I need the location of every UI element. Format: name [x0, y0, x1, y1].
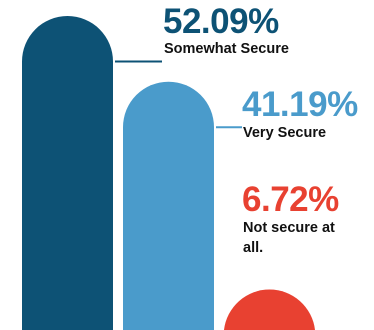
value-label-somewhat-secure: 52.09%	[163, 2, 279, 41]
bar-not-secure	[224, 289, 315, 330]
leader-lines	[115, 60, 242, 129]
category-label-not-secure: Not secure at all.	[243, 220, 335, 256]
category-label-somewhat-secure: Somewhat Secure	[164, 41, 289, 57]
bars-group	[22, 15, 315, 330]
bar-very-secure	[123, 81, 214, 330]
bar-somewhat-secure	[22, 15, 113, 330]
value-label-not-secure: 6.72%	[242, 180, 339, 219]
category-label-very-secure: Very Secure	[243, 125, 327, 141]
value-label-very-secure: 41.19%	[242, 85, 358, 124]
